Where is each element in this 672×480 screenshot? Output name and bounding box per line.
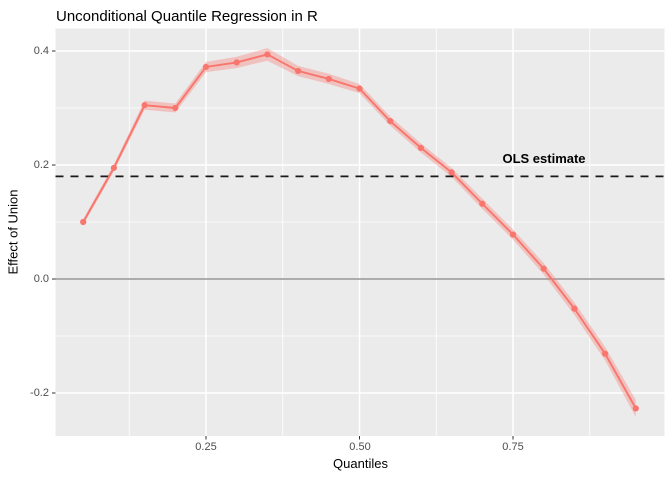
data-point bbox=[509, 231, 517, 238]
data-point bbox=[295, 67, 302, 75]
data-point bbox=[202, 63, 210, 71]
data-point bbox=[110, 164, 117, 171]
data-point bbox=[602, 350, 609, 357]
y-tick-label-neg-0.2: -0.2 bbox=[30, 387, 49, 399]
plot-title: Unconditional Quantile Regression in R bbox=[56, 8, 318, 25]
data-point bbox=[540, 265, 547, 272]
data-point bbox=[356, 85, 363, 92]
y-tick-label-0.0: 0.0 bbox=[33, 273, 49, 285]
data-point bbox=[571, 305, 578, 312]
data-point bbox=[479, 200, 486, 207]
x-tick-label-0.50: 0.50 bbox=[349, 441, 371, 453]
data-point bbox=[448, 169, 455, 176]
y-tick-label-0.4: 0.4 bbox=[33, 45, 49, 57]
data-point bbox=[80, 218, 87, 226]
data-point bbox=[172, 104, 179, 112]
data-point bbox=[141, 102, 148, 109]
x-tick-label-0.25: 0.25 bbox=[195, 441, 217, 453]
x-tick-label-0.75: 0.75 bbox=[502, 441, 524, 453]
data-point bbox=[387, 118, 394, 125]
data-point bbox=[325, 75, 332, 83]
data-point bbox=[632, 405, 639, 412]
ols-estimate-annotation: OLS estimate bbox=[502, 151, 586, 166]
data-point bbox=[233, 59, 240, 66]
data-point bbox=[264, 51, 271, 58]
y-tick-label-0.2: 0.2 bbox=[33, 159, 49, 171]
data-point bbox=[417, 144, 424, 151]
y-axis-title: Effect of Union bbox=[5, 189, 21, 275]
x-axis-title: Quantiles bbox=[333, 456, 388, 471]
